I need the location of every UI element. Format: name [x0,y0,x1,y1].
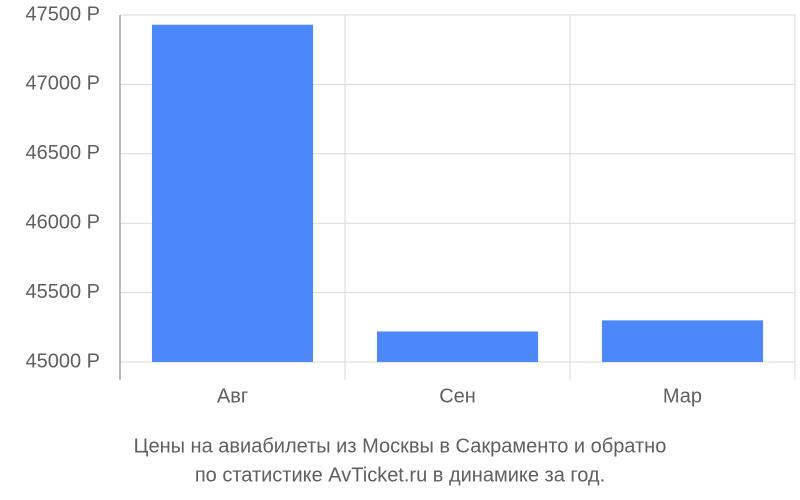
bar [376,331,539,362]
x-tick-label: Авг [217,385,248,407]
y-tick-label: 46500 Р [25,142,100,164]
y-tick-label: 45500 Р [25,281,100,303]
x-tick-label: Сен [439,385,476,407]
y-tick-label: 46000 Р [25,211,100,233]
y-tick-label: 47500 Р [25,3,100,25]
y-tick-label: 45000 Р [25,350,100,372]
chart-title: по статистике AvTicket.ru в динамике за … [195,464,605,486]
x-tick-label: Мар [663,385,702,407]
bar [151,24,314,362]
bar [601,320,764,362]
chart-title: Цены на авиабилеты из Москвы в Сакрамент… [134,435,667,457]
y-tick-label: 47000 Р [25,73,100,95]
